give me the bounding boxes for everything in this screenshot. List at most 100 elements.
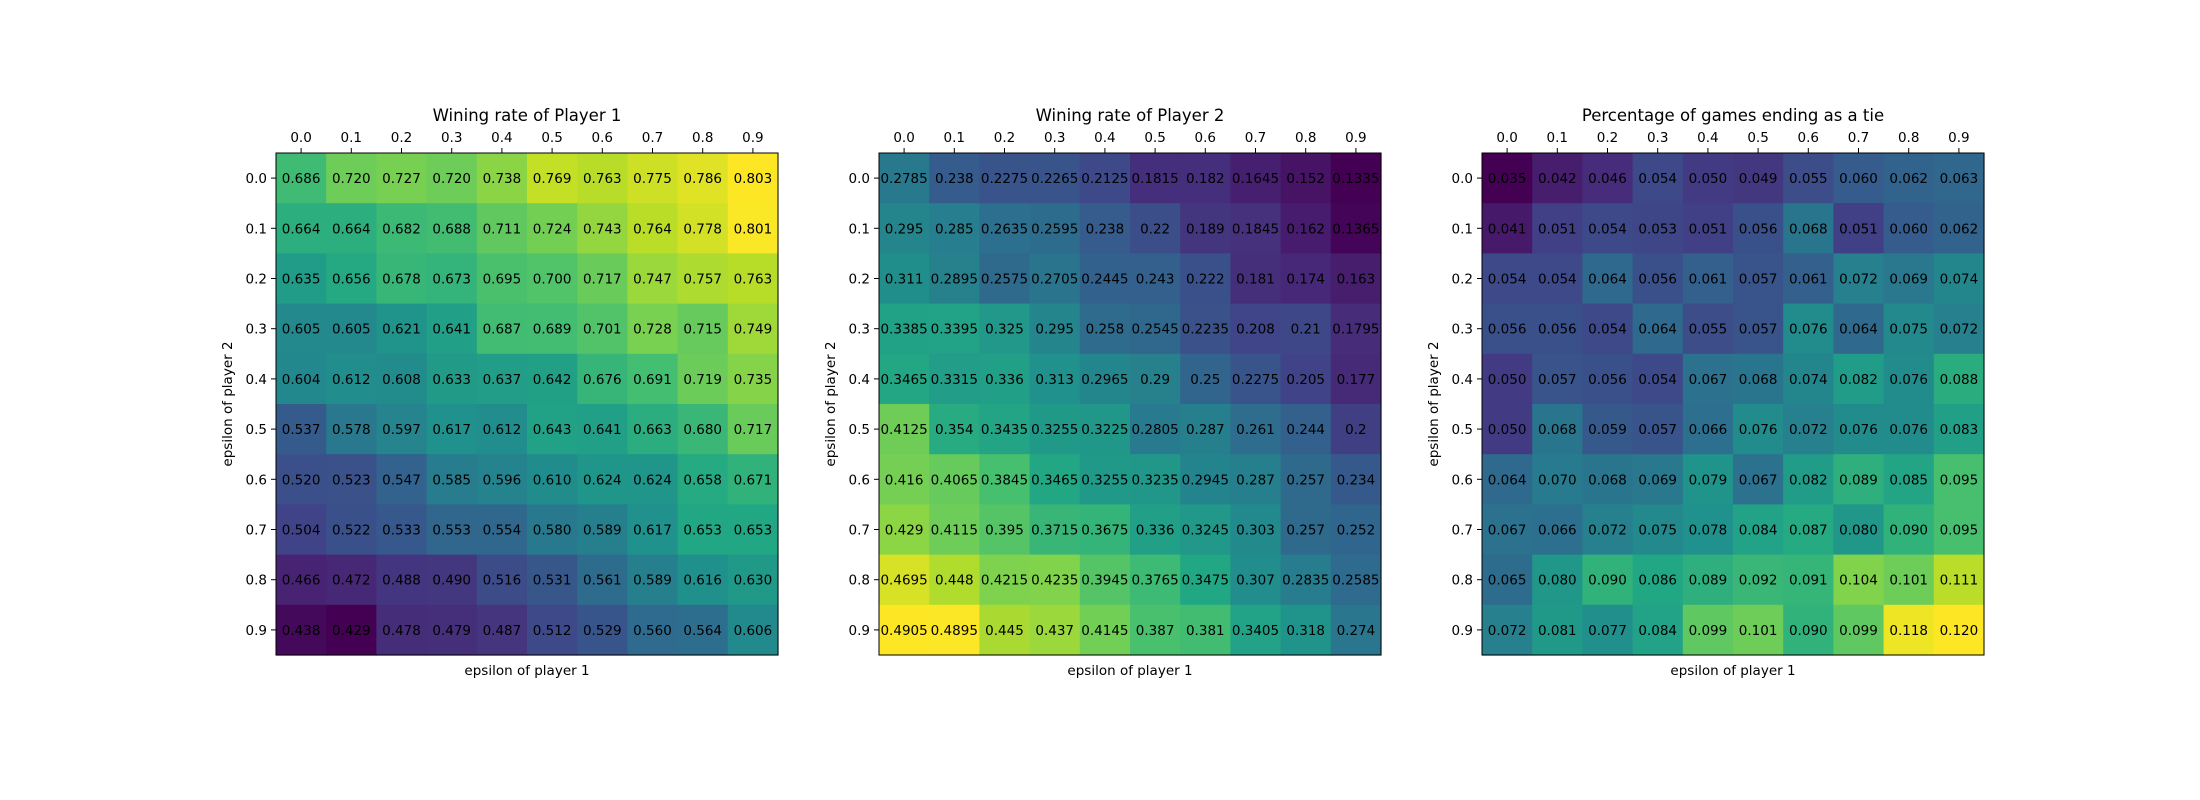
cell-value-label: 0.2575 xyxy=(981,272,1028,288)
heatmap-cell xyxy=(1733,153,1784,204)
x-tick-label: 0.7 xyxy=(1848,130,1869,146)
heatmap-cell xyxy=(1180,454,1231,505)
heatmap-cell xyxy=(577,253,628,305)
heatmap-cell xyxy=(1833,253,1885,305)
heatmap-cell xyxy=(1783,253,1834,305)
cell-value-label: 0.238 xyxy=(935,171,974,187)
cell-value-label: 0.691 xyxy=(633,372,672,388)
cell-value-label: 0.612 xyxy=(332,372,371,388)
cell-value-label: 0.090 xyxy=(1789,623,1828,639)
cell-value-label: 0.068 xyxy=(1538,422,1577,438)
y-tick-label: 0.9 xyxy=(849,623,870,639)
heatmap-cell xyxy=(1130,353,1181,405)
cell-value-label: 0.3845 xyxy=(981,472,1028,488)
cell-value-label: 0.072 xyxy=(1940,322,1979,338)
heatmap-cell xyxy=(1682,404,1734,455)
cell-value-label: 0.663 xyxy=(633,422,672,438)
x-axis-label: epsilon of player 1 xyxy=(1670,663,1795,679)
cell-value-label: 0.3675 xyxy=(1081,523,1128,539)
cell-value-label: 0.653 xyxy=(734,523,773,539)
heatmap-cell xyxy=(326,303,377,355)
y-tick-label: 0.8 xyxy=(246,573,267,589)
heatmap-cell xyxy=(1230,353,1282,405)
heatmap-cell xyxy=(627,153,679,204)
cell-value-label: 0.099 xyxy=(1839,623,1878,639)
cell-value-label: 0.4695 xyxy=(880,573,927,589)
heatmap-cell xyxy=(1330,554,1382,606)
heatmap-cell xyxy=(1582,404,1634,455)
x-axis-label: epsilon of player 1 xyxy=(464,663,589,679)
heatmap-cell xyxy=(1280,504,1332,556)
heatmap-cell xyxy=(1632,604,1684,656)
cell-value-label: 0.381 xyxy=(1186,623,1225,639)
heatmap-cell xyxy=(326,454,377,505)
heatmap-cell xyxy=(727,454,779,505)
cell-value-label: 0.086 xyxy=(1638,573,1677,589)
cell-value-label: 0.104 xyxy=(1839,573,1878,589)
heatmap-cell xyxy=(1230,554,1282,606)
cell-value-label: 0.680 xyxy=(683,422,722,438)
y-tick-label: 0.1 xyxy=(246,221,267,237)
heatmap-cell xyxy=(1883,404,1935,455)
cell-value-label: 0.057 xyxy=(1638,422,1677,438)
heatmap-cell xyxy=(677,353,729,405)
heatmap-cell xyxy=(426,404,478,455)
heatmap-cell xyxy=(1783,454,1834,505)
heatmap-cell xyxy=(1280,153,1332,204)
cell-value-label: 0.050 xyxy=(1488,372,1527,388)
heatmap-cell xyxy=(1482,554,1533,606)
cell-value-label: 0.504 xyxy=(282,523,321,539)
heatmap-cell xyxy=(1682,554,1734,606)
heatmap-cell xyxy=(1632,353,1684,405)
cell-value-label: 0.635 xyxy=(282,272,321,288)
cell-value-label: 0.658 xyxy=(683,472,722,488)
cell-value-label: 0.243 xyxy=(1136,272,1175,288)
cell-value-label: 0.763 xyxy=(583,171,622,187)
cell-value-label: 0.053 xyxy=(1638,221,1677,237)
heatmap-cell xyxy=(577,604,628,656)
heatmap-cell xyxy=(376,454,428,505)
cell-value-label: 0.720 xyxy=(432,171,471,187)
heatmap-cell xyxy=(627,554,679,606)
x-tick-label: 0.3 xyxy=(1044,130,1065,146)
cell-value-label: 0.479 xyxy=(432,623,471,639)
heatmap-cell xyxy=(727,554,779,606)
cell-value-label: 0.067 xyxy=(1689,372,1728,388)
heatmap-cell xyxy=(376,353,428,405)
heatmap-cell xyxy=(577,554,628,606)
heatmap-cell xyxy=(1733,454,1784,505)
y-tick-label: 0.7 xyxy=(246,523,267,539)
heatmap-cell xyxy=(627,454,679,505)
heatmap-cell xyxy=(1883,454,1935,505)
cell-value-label: 0.700 xyxy=(533,272,572,288)
heatmap-cell xyxy=(1130,203,1181,254)
cell-value-label: 0.605 xyxy=(282,322,321,338)
y-tick-label: 0.9 xyxy=(246,623,267,639)
cell-value-label: 0.075 xyxy=(1889,322,1928,338)
cell-value-label: 0.042 xyxy=(1538,171,1577,187)
heatmap-cell xyxy=(979,504,1031,556)
heatmap-cell xyxy=(1733,253,1784,305)
heatmap-cell xyxy=(1130,554,1181,606)
cell-value-label: 0.2585 xyxy=(1332,573,1379,589)
heatmap-cell xyxy=(1532,253,1583,305)
heatmap-cell xyxy=(376,604,428,656)
heatmap-cell xyxy=(1130,404,1181,455)
cell-value-label: 0.676 xyxy=(583,372,622,388)
heatmap-cell xyxy=(376,203,428,254)
heatmap-cell xyxy=(1783,303,1834,355)
heatmap-cell xyxy=(527,353,578,405)
heatmap-cell xyxy=(1330,353,1382,405)
cell-value-label: 0.059 xyxy=(1588,422,1627,438)
heatmap-cell xyxy=(527,554,578,606)
heatmap-cell xyxy=(476,253,528,305)
cell-value-label: 0.066 xyxy=(1689,422,1728,438)
heatmap-cell xyxy=(1833,203,1885,254)
cell-value-label: 0.062 xyxy=(1889,171,1928,187)
heatmap-panel-3: 0.035 0.042 0.046 0.054 0.050 0.049 0.055 0.060… xyxy=(1426,106,1985,679)
cell-value-label: 0.719 xyxy=(683,372,722,388)
cell-value-label: 0.090 xyxy=(1889,523,1928,539)
heatmap-cell xyxy=(929,253,980,305)
cell-value-label: 0.624 xyxy=(633,472,672,488)
cell-value-label: 0.642 xyxy=(533,372,572,388)
